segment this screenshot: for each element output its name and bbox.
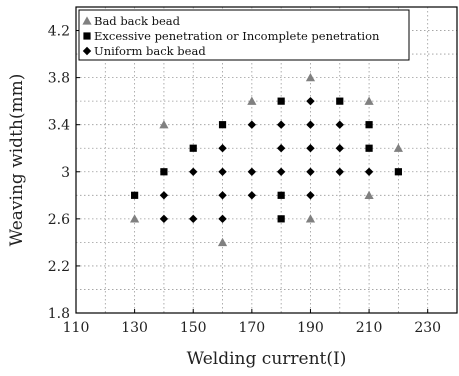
y-tick-label: 1.8 — [48, 306, 70, 322]
excessive-or-incomplete-penetration-point — [277, 191, 285, 199]
excessive-or-incomplete-penetration-point — [336, 97, 344, 105]
uniform-back-bead-point — [306, 167, 315, 176]
data-points — [130, 73, 403, 247]
y-tick-label: 3.4 — [48, 118, 70, 134]
y-tick-label: 2.2 — [48, 259, 70, 275]
excessive-or-incomplete-penetration-point — [218, 121, 227, 129]
x-tick-label: 190 — [297, 320, 324, 336]
bad-back-bead-point — [247, 96, 257, 105]
uniform-back-bead-point — [247, 191, 257, 200]
x-tick-label: 110 — [63, 320, 90, 336]
grid-lines — [76, 7, 457, 313]
uniform-back-bead-point — [218, 191, 227, 200]
legend-bad-back-bead-marker — [82, 16, 92, 25]
excessive-or-incomplete-penetration-point — [365, 144, 373, 152]
bad-back-bead-point — [159, 120, 169, 129]
bad-back-bead-point — [217, 237, 228, 247]
plot-area-frame — [75, 6, 458, 314]
x-tick-label: 130 — [121, 320, 148, 336]
legend-label: Bad back bead — [94, 14, 181, 28]
bad-back-bead-point — [364, 96, 374, 105]
uniform-back-bead-point — [159, 191, 169, 200]
excessive-or-incomplete-penetration-point — [160, 168, 168, 176]
uniform-back-bead-point — [335, 144, 344, 153]
uniform-back-bead-point — [218, 214, 227, 224]
bad-back-bead-point — [130, 214, 140, 223]
uniform-back-bead-point — [247, 167, 257, 176]
uniform-back-bead-point — [218, 144, 227, 153]
uniform-back-bead-point — [189, 167, 198, 176]
uniform-back-bead-point — [306, 191, 315, 200]
y-tick-label: 3.8 — [48, 71, 70, 87]
uniform-back-bead-point — [276, 167, 286, 176]
x-tick-label: 210 — [356, 320, 383, 336]
uniform-back-bead-point — [335, 167, 344, 176]
bad-back-bead-point — [305, 214, 316, 223]
x-tick-label: 150 — [180, 320, 207, 336]
excessive-or-incomplete-penetration-point — [277, 97, 285, 105]
bad-back-bead-point — [364, 190, 374, 199]
legend-box — [78, 9, 410, 61]
y-tick-label: 2.6 — [48, 212, 70, 228]
y-tick-label: 3 — [61, 165, 70, 181]
excessive-or-incomplete-penetration-point — [189, 144, 197, 152]
uniform-back-bead-point — [218, 167, 227, 176]
uniform-back-bead-point — [306, 96, 315, 106]
excessive-or-incomplete-penetration-point — [365, 121, 373, 129]
uniform-back-bead-point — [276, 144, 286, 153]
uniform-back-bead-point — [159, 214, 169, 224]
excessive-or-incomplete-penetration-point — [277, 215, 285, 223]
x-tick-label: 170 — [238, 320, 265, 336]
uniform-back-bead-point — [306, 120, 315, 129]
legend-label: Excessive penetration or Incomplete pene… — [94, 29, 380, 43]
legend-uniform-back-bead-marker — [82, 46, 92, 56]
x-axis-title: Welding current(I) — [187, 349, 347, 369]
legend-label: Uniform back bead — [94, 44, 206, 58]
legend-excessive-or-incomplete-penetration-marker — [83, 32, 91, 40]
uniform-back-bead-point — [335, 120, 344, 129]
bad-back-bead-point — [393, 143, 403, 152]
uniform-back-bead-point — [276, 120, 286, 129]
x-tick-label: 230 — [414, 320, 441, 336]
bad-back-bead-point — [305, 73, 316, 82]
excessive-or-incomplete-penetration-point — [394, 168, 402, 176]
uniform-back-bead-point — [364, 167, 374, 176]
excessive-or-incomplete-penetration-point — [131, 191, 139, 199]
uniform-back-bead-point — [247, 120, 257, 129]
uniform-back-bead-point — [189, 214, 198, 224]
y-tick-label: 4.2 — [48, 24, 70, 40]
axis-ticks: 110 130 150 170 190 210 230 1.8 2.2 2.6 3 3.4 3.8 4.2 — [48, 24, 441, 336]
y-axis-title: Weaving width(mm) — [7, 74, 27, 247]
uniform-back-bead-point — [306, 144, 315, 153]
